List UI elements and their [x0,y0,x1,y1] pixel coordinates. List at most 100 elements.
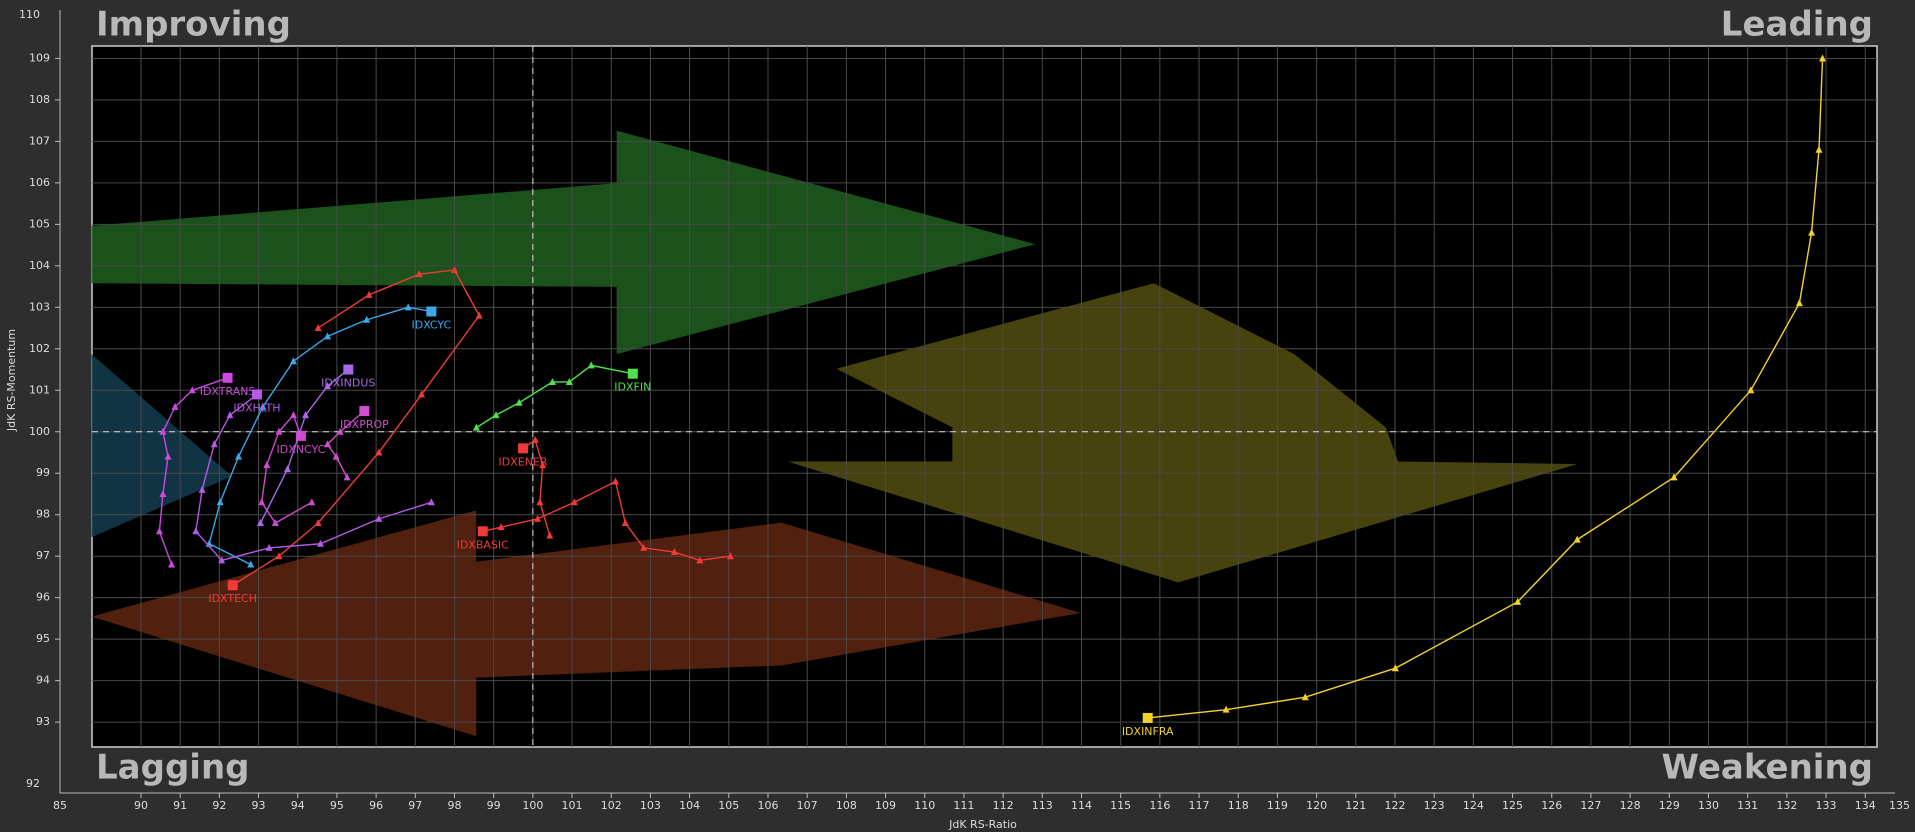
tail-marker [404,303,412,311]
x-tick-label: 119 [1267,799,1288,812]
x-tick-label: 120 [1306,799,1327,812]
y-tick-label: 99 [36,466,50,479]
tail-marker [375,448,383,456]
tail-marker [164,452,172,460]
tail-marker [1391,664,1399,672]
head-marker [426,306,437,317]
x-tick-label: 109 [875,799,896,812]
tail-marker [171,402,179,410]
tail-marker [159,489,167,497]
tail-marker [536,498,544,506]
tail-marker [1222,705,1230,713]
x-tick-label: 129 [1659,799,1680,812]
tail-marker [258,498,266,506]
series-label: IDXHLTH [233,401,280,414]
tail-marker [1808,228,1816,236]
tail-marker [192,527,200,535]
y-tick-label: 95 [36,632,50,645]
x-tick-label: 94 [291,799,305,812]
tail-marker [587,361,595,369]
x-tick-label: 131 [1737,799,1758,812]
x-tick-label: 127 [1580,799,1601,812]
tail-marker [265,543,273,551]
tail-marker [257,519,265,527]
tail-marker [726,552,734,560]
tail-marker [365,290,373,298]
quadrant-label: Leading [1721,5,1873,45]
head-marker [251,389,262,400]
tail-marker [497,523,505,531]
tail-marker [492,411,500,419]
tail-line [208,306,432,566]
tail-marker [210,440,218,448]
tail-marker [640,543,648,551]
tail-marker [247,560,255,568]
tail-marker [1670,473,1678,481]
x-tick-label: 105 [718,799,739,812]
y-tick-label: 98 [36,508,50,521]
tail-marker [188,386,196,394]
tail-marker [275,427,283,435]
x-tick-label: 116 [1149,799,1170,812]
tail-marker [159,427,167,435]
x-tick-label: 122 [1384,799,1405,812]
quadrant-label: Lagging [96,748,249,788]
blue-arrow [91,354,232,538]
tail-marker [670,548,678,556]
head-marker [1142,712,1153,723]
x-tick-label: 98 [447,799,461,812]
quadrant-label: Improving [96,5,291,45]
yellow-arrow [787,283,1578,583]
series-label: IDXINDUS [321,377,375,390]
x-tick-label: 121 [1345,799,1366,812]
green-arrow [91,130,1036,355]
y-tick-label: 94 [36,674,50,687]
tail-marker [324,332,332,340]
series-label: IDXINFRA [1122,725,1174,738]
y-tick-label: 97 [36,549,50,562]
y-tick-label: 102 [29,342,50,355]
x-tick-label: 130 [1698,799,1719,812]
y-tick-label: 101 [29,383,50,396]
tail-marker [548,377,556,385]
x-tick-label: 110 [914,799,935,812]
tail-marker [427,498,435,506]
tail-marker [696,556,704,564]
series-label: IDXENER [499,455,548,468]
x-tick-label: 113 [1032,799,1053,812]
tail-marker [218,556,226,564]
tail-marker [621,519,629,527]
series-label: IDXBASIC [457,538,510,551]
x-tick-label: 117 [1189,799,1210,812]
y-tick-label: 96 [36,591,50,604]
tail-marker [332,452,340,460]
x-tick-label: 92 [212,799,226,812]
series-label: IDXTECH [208,592,257,605]
y-tick-label: 108 [29,93,50,106]
x-tick-label: 102 [601,799,622,812]
tail-marker [235,452,243,460]
tail-marker [314,324,322,332]
x-tick-label: 107 [797,799,818,812]
x-tick-label: 96 [369,799,383,812]
y-tick-label: 93 [36,715,50,728]
tail-line [232,269,481,586]
tail-marker [570,498,578,506]
x-tick-label: 101 [562,799,583,812]
x-frame-tick: 135 [1889,799,1910,812]
tail-marker [450,265,458,273]
tail-line [195,393,432,562]
x-axis-title: JdK RS-Ratio [948,818,1017,831]
x-tick-label: 95 [330,799,344,812]
grid [92,46,1877,747]
tail-marker [546,531,554,539]
x-tick-label: 97 [408,799,422,812]
tail-marker [539,460,547,468]
x-tick-label: 115 [1110,799,1131,812]
head-marker [295,430,306,441]
head-marker [222,372,233,383]
tail-marker [531,436,539,444]
y-tick-label: 103 [29,300,50,313]
x-tick-label: 124 [1463,799,1484,812]
tail-marker [612,477,620,485]
